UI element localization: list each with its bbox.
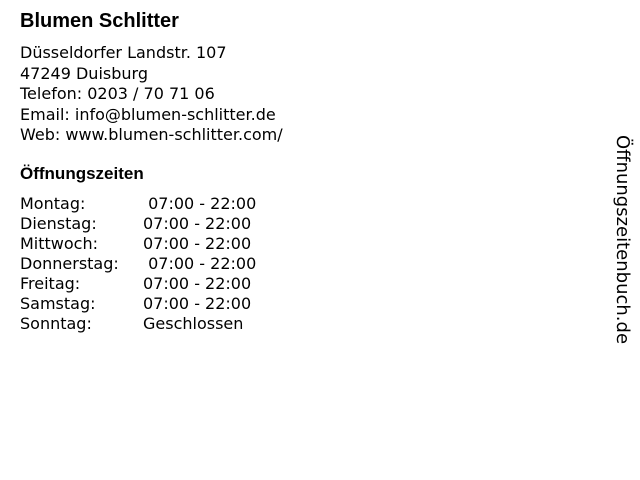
phone: Telefon: 0203 / 70 71 06: [20, 84, 215, 103]
time: 07:00 - 22:00: [143, 194, 257, 213]
day: Donnerstag:: [20, 254, 119, 273]
hours-row: Dienstag: 07:00 - 22:00: [20, 214, 256, 234]
day: Dienstag:: [20, 214, 97, 233]
street: Düsseldorfer Landstr. 107: [20, 43, 227, 62]
time: 07:00 - 22:00: [143, 294, 252, 313]
day: Samstag:: [20, 294, 96, 313]
time: 07:00 - 22:00: [143, 254, 257, 273]
hours-row: Freitag: 07:00 - 22:00: [20, 274, 256, 294]
city: 47249 Duisburg: [20, 63, 148, 83]
website: Web: www.blumen-schlitter.com/: [20, 125, 283, 144]
day: Sonntag:: [20, 314, 92, 333]
address-block: Düsseldorfer Landstr. 107 47249 Duisburg…: [20, 43, 283, 146]
time: Geschlossen: [143, 314, 244, 333]
hours-table: Montag: 07:00 - 22:00 Dienstag: 07:00 - 2…: [20, 194, 256, 334]
site-watermark: Öffnungszeitenbuch.de: [612, 135, 633, 345]
time: 07:00 - 22:00: [143, 214, 252, 233]
email: Email: info@blumen-schlitter.de: [20, 104, 276, 124]
hours-title: Öffnungszeiten: [20, 164, 144, 183]
hours-row: Montag: 07:00 - 22:00: [20, 194, 256, 214]
business-name: Blumen Schlitter: [20, 10, 179, 32]
day: Montag:: [20, 194, 86, 213]
hours-row: Donnerstag: 07:00 - 22:00: [20, 254, 256, 274]
day: Freitag:: [20, 274, 81, 293]
day: Mittwoch:: [20, 234, 98, 253]
hours-row: Mittwoch: 07:00 - 22:00: [20, 234, 256, 254]
time: 07:00 - 22:00: [143, 234, 252, 253]
time: 07:00 - 22:00: [143, 274, 252, 293]
hours-row: Sonntag: Geschlossen: [20, 314, 256, 334]
hours-row: Samstag: 07:00 - 22:00: [20, 294, 256, 314]
